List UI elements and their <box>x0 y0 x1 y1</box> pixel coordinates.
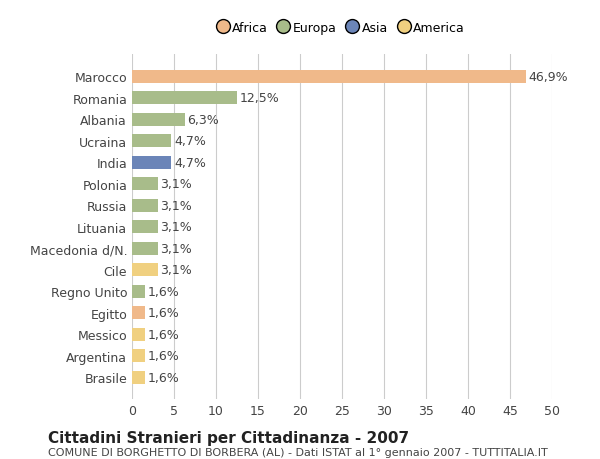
Bar <box>132 71 526 84</box>
Bar <box>132 263 158 276</box>
Bar <box>132 199 158 212</box>
Bar <box>132 307 145 319</box>
Text: 4,7%: 4,7% <box>174 135 206 148</box>
Bar <box>132 113 185 127</box>
Text: 3,1%: 3,1% <box>161 263 193 277</box>
Text: 1,6%: 1,6% <box>148 307 180 319</box>
Text: 4,7%: 4,7% <box>174 157 206 169</box>
Bar <box>132 157 172 169</box>
Bar <box>132 242 158 255</box>
Bar <box>132 135 172 148</box>
Text: 46,9%: 46,9% <box>529 71 568 84</box>
Bar <box>132 349 145 362</box>
Text: Cittadini Stranieri per Cittadinanza - 2007: Cittadini Stranieri per Cittadinanza - 2… <box>48 430 409 445</box>
Text: 1,6%: 1,6% <box>148 285 180 298</box>
Bar <box>132 92 237 105</box>
Text: 3,1%: 3,1% <box>161 242 193 255</box>
Bar <box>132 371 145 384</box>
Bar <box>132 221 158 234</box>
Text: COMUNE DI BORGHETTO DI BORBERA (AL) - Dati ISTAT al 1° gennaio 2007 - TUTTITALIA: COMUNE DI BORGHETTO DI BORBERA (AL) - Da… <box>48 447 548 457</box>
Text: 1,6%: 1,6% <box>148 371 180 384</box>
Text: 3,1%: 3,1% <box>161 199 193 212</box>
Text: 1,6%: 1,6% <box>148 328 180 341</box>
Bar <box>132 328 145 341</box>
Bar <box>132 178 158 191</box>
Text: 3,1%: 3,1% <box>161 221 193 234</box>
Legend: Africa, Europa, Asia, America: Africa, Europa, Asia, America <box>214 17 470 39</box>
Text: 6,3%: 6,3% <box>187 113 219 127</box>
Bar <box>132 285 145 298</box>
Text: 3,1%: 3,1% <box>161 178 193 191</box>
Text: 1,6%: 1,6% <box>148 349 180 362</box>
Text: 12,5%: 12,5% <box>239 92 279 105</box>
